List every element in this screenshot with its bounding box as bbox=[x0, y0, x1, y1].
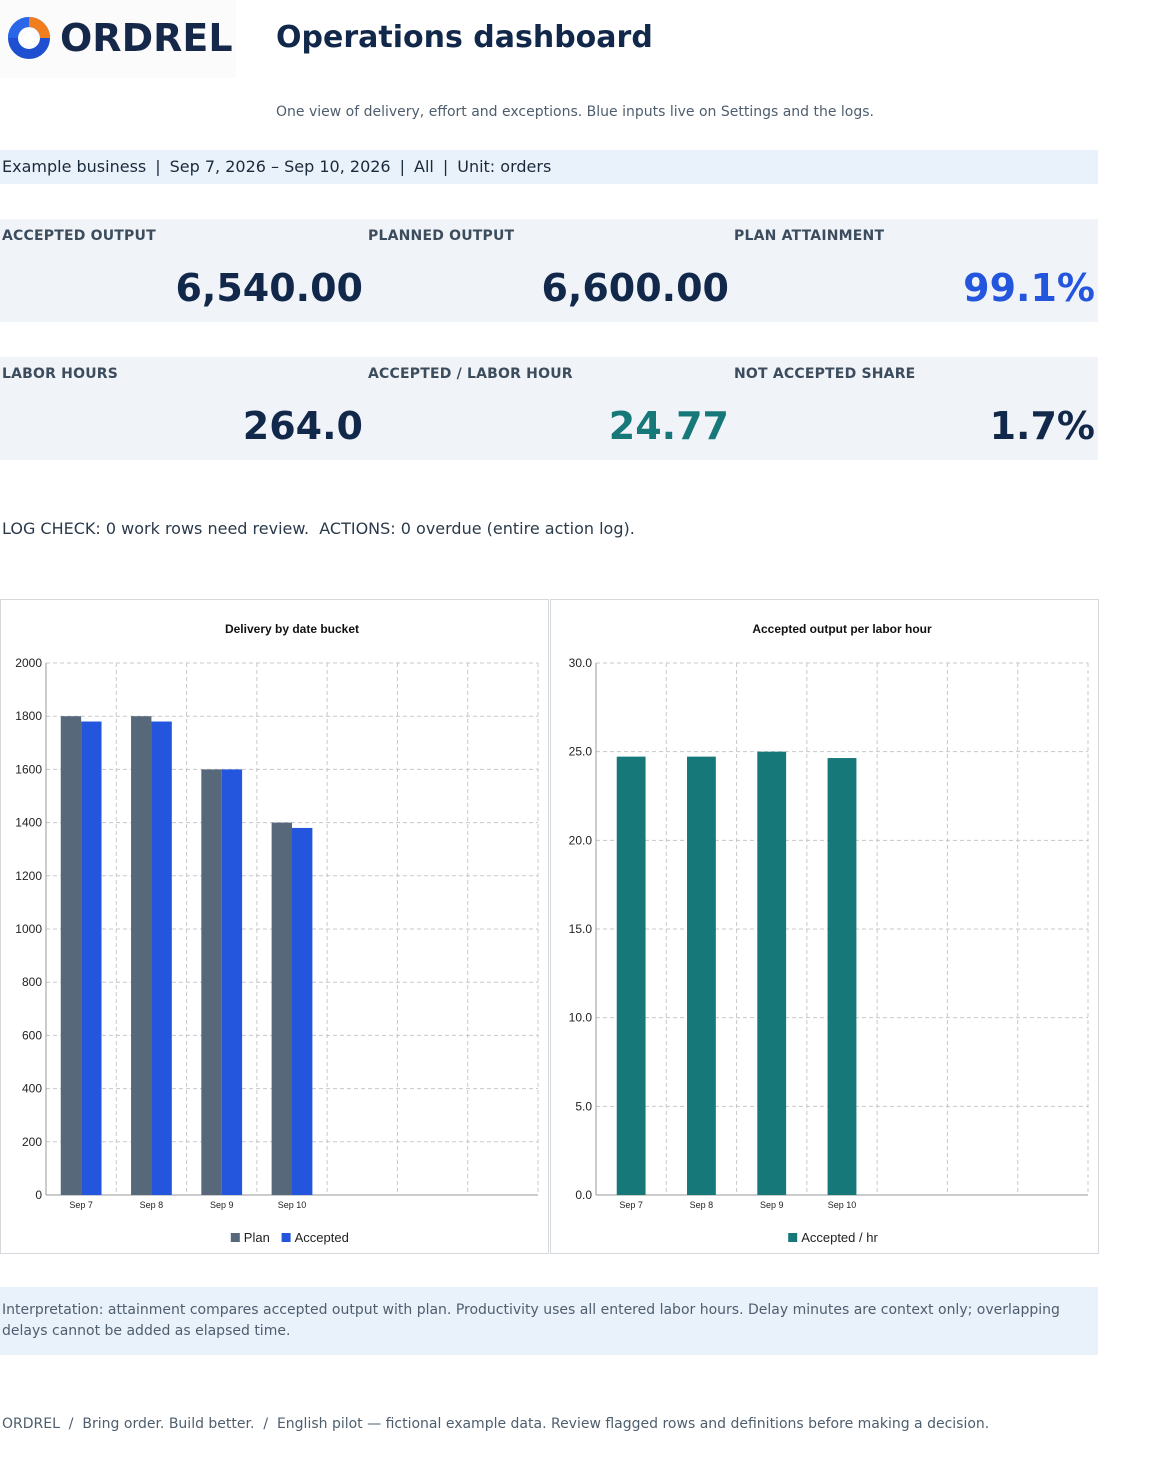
chart-title: Delivery by date bucket bbox=[225, 622, 359, 636]
legend-swatch bbox=[230, 1233, 240, 1242]
y-tick-label: 600 bbox=[22, 1028, 42, 1042]
kpi-planned-output: PLANNED OUTPUT 6,600.00 bbox=[366, 219, 732, 322]
bar-accepted bbox=[151, 721, 172, 1195]
y-tick-label: 1000 bbox=[15, 922, 42, 936]
chart-title: Accepted output per labor hour bbox=[752, 622, 932, 636]
page-subtitle: One view of delivery, effort and excepti… bbox=[276, 104, 875, 120]
kpi-label: LABOR HOURS bbox=[2, 366, 119, 382]
kpi-value: 24.77 bbox=[608, 404, 729, 448]
filter-bar: Example business | Sep 7, 2026 – Sep 10, 2… bbox=[0, 150, 1098, 184]
kpi-label: NOT ACCEPTED SHARE bbox=[734, 366, 916, 382]
filter-separator: | bbox=[442, 157, 449, 176]
bar-accepted-hr bbox=[757, 751, 787, 1195]
y-tick-label: 5.0 bbox=[575, 1099, 592, 1113]
productivity-chart-panel: Accepted output per labor hour 0.0 5.0 10.0… bbox=[550, 599, 1099, 1254]
footer: ORDREL / Bring order. Build better. / En… bbox=[2, 1416, 990, 1432]
filter-date-range: Sep 7, 2026 – Sep 10, 2026 bbox=[169, 157, 391, 176]
kpi-plan-attainment: PLAN ATTAINMENT 99.1% bbox=[732, 219, 1098, 322]
kpi-value: 99.1% bbox=[963, 266, 1095, 310]
brand-wordmark: ORDREL bbox=[60, 16, 233, 60]
bar-accepted-hr bbox=[687, 756, 716, 1195]
y-tick-label: 2000 bbox=[15, 656, 42, 670]
y-tick-label: 20.0 bbox=[569, 833, 593, 847]
y-tick-label: 800 bbox=[22, 975, 42, 989]
productivity-chart: Accepted output per labor hour 0.0 5.0 10.0… bbox=[569, 622, 1089, 1245]
kpi-not-accepted-share: NOT ACCEPTED SHARE 1.7% bbox=[732, 357, 1098, 460]
kpi-accepted-per-labor-hour: ACCEPTED / LABOR HOUR 24.77 bbox=[366, 357, 732, 460]
bar-plan bbox=[60, 716, 82, 1195]
delivery-chart-panel: Delivery by date bucket 0 200 400 600 800 1000… bbox=[0, 599, 549, 1254]
y-tick-label: 200 bbox=[22, 1135, 42, 1149]
y-tick-label: 10.0 bbox=[569, 1011, 593, 1025]
x-tick-label: Sep 10 bbox=[828, 1200, 857, 1210]
y-tick-label: 1200 bbox=[15, 869, 42, 883]
x-tick-label: Sep 8 bbox=[690, 1200, 714, 1210]
y-tick-label: 30.0 bbox=[569, 656, 593, 670]
legend-swatch bbox=[281, 1233, 291, 1242]
legend-label: Accepted / hr bbox=[801, 1230, 878, 1245]
x-tick-label: Sep 7 bbox=[69, 1200, 93, 1210]
bar-plan bbox=[131, 716, 152, 1195]
bar-accepted-hr bbox=[827, 758, 857, 1195]
page-title: Operations dashboard bbox=[276, 20, 653, 55]
x-tick-label: Sep 8 bbox=[140, 1200, 164, 1210]
kpi-label: PLAN ATTAINMENT bbox=[734, 228, 885, 244]
bar-plan bbox=[201, 769, 222, 1195]
y-tick-label: 1400 bbox=[15, 816, 42, 830]
kpi-label: ACCEPTED OUTPUT bbox=[2, 228, 156, 244]
kpi-row-output: ACCEPTED OUTPUT 6,540.00 PLANNED OUTPUT … bbox=[0, 219, 1098, 322]
kpi-labor-hours: LABOR HOURS 264.0 bbox=[0, 357, 366, 460]
bar-accepted bbox=[81, 721, 102, 1195]
y-tick-label: 0.0 bbox=[575, 1188, 592, 1202]
filter-separator: | bbox=[399, 157, 405, 176]
log-check-status: LOG CHECK: 0 work rows need review. ACTI… bbox=[2, 519, 635, 538]
kpi-value: 6,600.00 bbox=[541, 266, 729, 310]
kpi-label: ACCEPTED / LABOR HOUR bbox=[368, 366, 573, 382]
logo-area: ORDREL bbox=[0, 0, 236, 78]
ordrel-logo-icon bbox=[8, 17, 50, 59]
bar-plan bbox=[271, 822, 292, 1195]
bar-accepted-hr bbox=[616, 756, 646, 1195]
kpi-value: 1.7% bbox=[989, 404, 1095, 448]
kpi-accepted-output: ACCEPTED OUTPUT 6,540.00 bbox=[0, 219, 366, 322]
y-tick-label: 1600 bbox=[15, 762, 42, 776]
kpi-value: 264.0 bbox=[242, 404, 363, 448]
bar-accepted bbox=[221, 769, 243, 1195]
filter-separator: | bbox=[155, 157, 161, 176]
y-tick-label: 400 bbox=[22, 1082, 42, 1096]
y-tick-label: 15.0 bbox=[569, 922, 593, 936]
kpi-row-effort: LABOR HOURS 264.0 ACCEPTED / LABOR HOUR … bbox=[0, 357, 1098, 460]
x-tick-label: Sep 7 bbox=[619, 1200, 643, 1210]
legend-label: Accepted bbox=[295, 1230, 349, 1245]
filter-scope: All bbox=[414, 157, 434, 176]
x-tick-label: Sep 9 bbox=[210, 1200, 234, 1210]
x-tick-label: Sep 9 bbox=[760, 1200, 784, 1210]
interpretation-note: Interpretation: attainment compares acce… bbox=[0, 1287, 1098, 1355]
y-tick-label: 1800 bbox=[15, 709, 42, 723]
y-tick-label: 0 bbox=[35, 1188, 42, 1202]
filter-business: Example business bbox=[2, 157, 147, 176]
filter-unit: Unit: orders bbox=[457, 157, 552, 176]
kpi-label: PLANNED OUTPUT bbox=[368, 228, 515, 244]
delivery-chart: Delivery by date bucket 0 200 400 600 800 1000… bbox=[15, 622, 539, 1245]
bar-accepted bbox=[292, 827, 313, 1195]
y-tick-label: 25.0 bbox=[569, 745, 593, 759]
kpi-value: 6,540.00 bbox=[175, 266, 363, 310]
legend-swatch bbox=[788, 1233, 798, 1242]
legend-label: Plan bbox=[244, 1230, 270, 1245]
x-tick-label: Sep 10 bbox=[278, 1200, 307, 1210]
